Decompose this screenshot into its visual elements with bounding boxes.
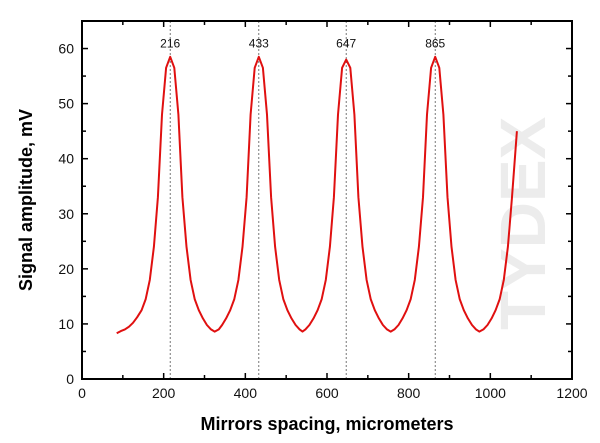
tydex-watermark-logo: TYDEX	[487, 116, 559, 330]
x-tick-label: 800	[397, 385, 421, 401]
y-tick-label: 40	[58, 151, 74, 167]
peak-label: 865	[425, 37, 445, 51]
logo-text: TYDEX	[487, 116, 559, 330]
y-tick-label: 60	[58, 41, 74, 57]
peak-label: 433	[249, 37, 269, 51]
x-tick-label: 1200	[556, 385, 587, 401]
x-tick-label: 1000	[475, 385, 506, 401]
y-tick-label: 10	[58, 316, 74, 332]
x-tick-label: 400	[234, 385, 258, 401]
y-tick-label: 30	[58, 206, 74, 222]
x-tick-label: 0	[78, 385, 86, 401]
y-tick-label: 0	[66, 371, 74, 387]
y-axis-title: Signal amplitude, mV	[16, 109, 36, 291]
signal-line	[116, 55, 518, 335]
peak-label: 647	[336, 37, 356, 51]
y-tick-label: 50	[58, 96, 74, 112]
peak-label: 216	[160, 37, 180, 51]
y-tick-label: 20	[58, 261, 74, 277]
x-tick-label: 200	[152, 385, 176, 401]
x-tick-label: 600	[315, 385, 339, 401]
x-axis-title: Mirrors spacing, micrometers	[200, 414, 453, 434]
